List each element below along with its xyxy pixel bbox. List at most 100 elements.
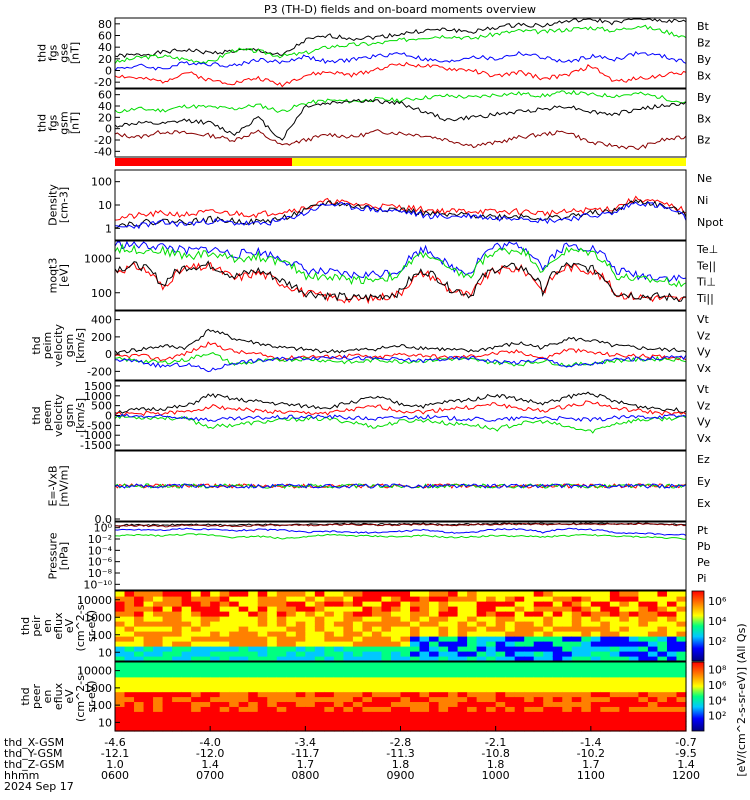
- heatmap-cell: [571, 662, 582, 668]
- y-tick-label: 0: [105, 123, 112, 136]
- heatmap-cell: [362, 671, 373, 678]
- heatmap-cell: [276, 636, 287, 642]
- heatmap-cell: [267, 696, 278, 703]
- heatmap-cell: [191, 676, 202, 683]
- heatmap-cell: [333, 706, 344, 712]
- heatmap-cell: [400, 596, 411, 602]
- heatmap-cell: [295, 636, 306, 642]
- heatmap-cell: [162, 596, 173, 602]
- heatmap-cell: [562, 711, 573, 717]
- heatmap-cell: [495, 621, 506, 627]
- heatmap-cell: [524, 636, 535, 642]
- heatmap-cell: [524, 681, 535, 688]
- heatmap-cell: [172, 596, 183, 602]
- heatmap-cell: [476, 611, 487, 617]
- heatmap-cell: [219, 701, 230, 707]
- heatmap-cell: [162, 711, 173, 717]
- y-axis-label: [cm-3]: [58, 187, 71, 223]
- heatmap-cell: [590, 721, 601, 727]
- heatmap-cell: [419, 646, 430, 652]
- heatmap-cell: [305, 681, 316, 688]
- heatmap-cell: [286, 726, 297, 732]
- heatmap-cell: [448, 641, 459, 647]
- heatmap-cell: [134, 591, 145, 597]
- heatmap-cell: [400, 631, 411, 637]
- series-line-peim_velocity-3: [114, 354, 687, 373]
- heatmap-cell: [238, 671, 249, 678]
- legend-label: Bt: [697, 20, 710, 33]
- heatmap-cell: [657, 662, 668, 668]
- heatmap-cell: [172, 676, 183, 683]
- heatmap-cell: [524, 671, 535, 678]
- heatmap-cell: [619, 646, 630, 652]
- heatmap-cell: [628, 641, 640, 647]
- legend-label: Ti||: [696, 292, 714, 305]
- heatmap-cell: [505, 611, 516, 617]
- heatmap-cell: [438, 651, 449, 657]
- heatmap-cell: [600, 631, 611, 637]
- heatmap-cell: [581, 706, 592, 712]
- heatmap-cell: [543, 601, 554, 607]
- heatmap-cell: [219, 671, 230, 678]
- heatmap-cell: [295, 716, 306, 722]
- heatmap-cell: [524, 631, 535, 637]
- heatmap-cell: [476, 616, 487, 622]
- heatmap-cell: [295, 631, 306, 637]
- heatmap-cell: [257, 701, 268, 707]
- heatmap-cell: [371, 676, 383, 683]
- heatmap-cell: [657, 726, 668, 732]
- heatmap-cell: [257, 651, 268, 657]
- heatmap-cell: [552, 706, 563, 712]
- heatmap-cell: [390, 616, 402, 622]
- heatmap-cell: [390, 656, 402, 662]
- heatmap-cell: [267, 636, 278, 642]
- y-tick-label: 200: [91, 331, 112, 344]
- colorbar-tick-label: 10⁶: [708, 595, 727, 608]
- heatmap-cell: [457, 656, 468, 662]
- heatmap-cell: [467, 696, 478, 703]
- heatmap-cell: [352, 662, 364, 668]
- heatmap-cell: [191, 706, 202, 712]
- heatmap-cell: [571, 721, 582, 727]
- heatmap-cell: [400, 641, 411, 647]
- heatmap-cell: [429, 696, 440, 703]
- heatmap-cell: [295, 596, 306, 602]
- y-axis-label: (cm^2-s-: [74, 601, 87, 652]
- heatmap-cell: [124, 681, 135, 688]
- heatmap-cell: [305, 666, 316, 673]
- heatmap-cell: [400, 621, 411, 627]
- heatmap-cell: [666, 591, 678, 597]
- heatmap-cell: [419, 591, 430, 597]
- heatmap-cell: [647, 662, 659, 668]
- heatmap-cell: [210, 721, 221, 727]
- heatmap-cell: [628, 631, 640, 637]
- heatmap-cell: [191, 686, 202, 693]
- heatmap-cell: [257, 681, 268, 688]
- heatmap-cell: [314, 716, 325, 722]
- heatmap-cell: [448, 656, 459, 662]
- heatmap-cell: [400, 662, 411, 668]
- heatmap-cell: [628, 696, 640, 703]
- heatmap-cell: [143, 656, 154, 662]
- heatmap-cell: [305, 616, 316, 622]
- heatmap-cell: [115, 686, 126, 693]
- heatmap-cell: [248, 621, 259, 627]
- heatmap-cell: [210, 691, 221, 698]
- heatmap-cell: [524, 711, 535, 717]
- heatmap-cell: [124, 691, 135, 698]
- heatmap-cell: [600, 596, 611, 602]
- heatmap-cell: [505, 681, 516, 688]
- heatmap-cell: [638, 666, 649, 673]
- heatmap-cell: [276, 611, 287, 617]
- heatmap-cell: [276, 601, 287, 607]
- heatmap-cell: [343, 681, 354, 688]
- heatmap-cell: [543, 621, 554, 627]
- x-row-label: hhmm: [4, 769, 39, 782]
- heatmap-cell: [381, 606, 392, 612]
- heatmap-cell: [562, 721, 573, 727]
- heatmap-cell: [419, 686, 430, 693]
- heatmap-cell: [505, 666, 516, 673]
- heatmap-cell: [552, 651, 563, 657]
- heatmap-cell: [200, 596, 211, 602]
- heatmap-cell: [438, 711, 449, 717]
